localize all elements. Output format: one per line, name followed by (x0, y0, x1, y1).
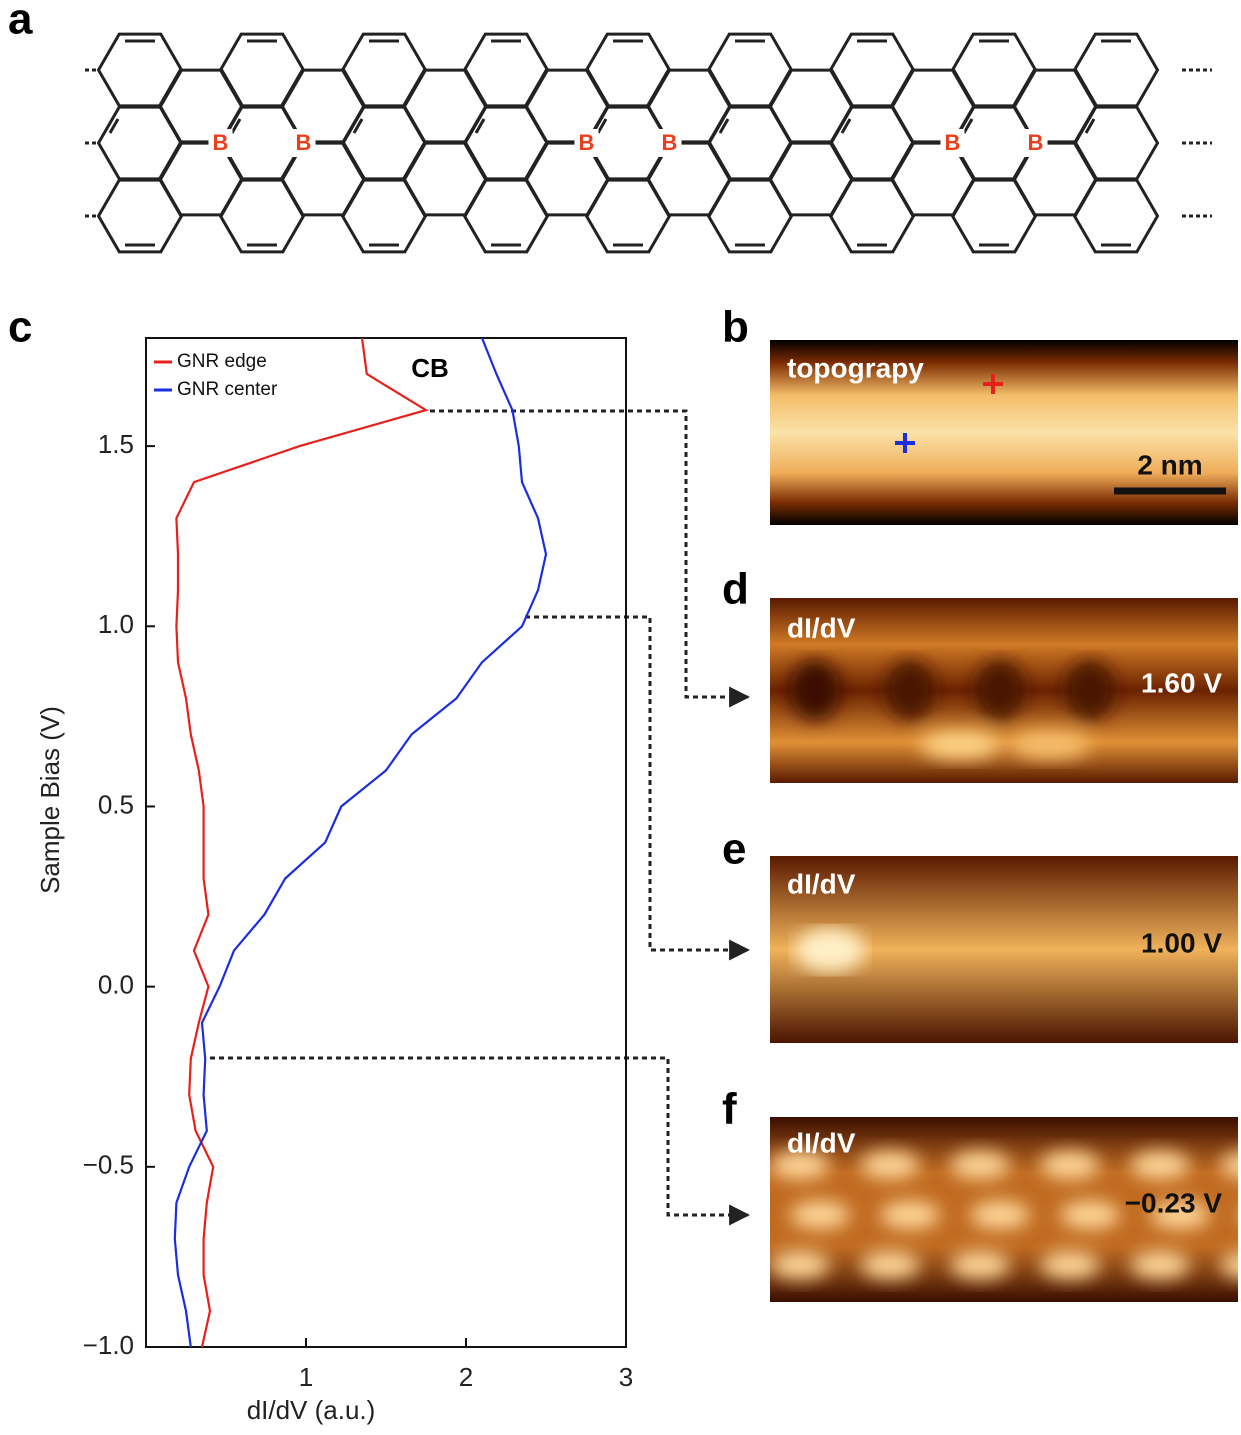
blob (1130, 1151, 1190, 1179)
blob (1150, 1201, 1210, 1229)
stm-image: dI/dV 1.00 V (770, 856, 1238, 1043)
atom-label: B (945, 130, 961, 155)
stm-image: topograpy 2 nm (770, 340, 1238, 525)
blob (970, 1201, 1030, 1229)
blob (1060, 1201, 1120, 1229)
blob (950, 1151, 1010, 1179)
data-line (173, 337, 548, 1348)
image-label: topograpy (787, 352, 924, 383)
y-axis-label: Sample Bias (V) (35, 706, 65, 894)
blob (770, 1151, 830, 1179)
x-tick-label: 1 (299, 1362, 313, 1392)
blob (1130, 1251, 1190, 1279)
atom-bg (1023, 129, 1048, 157)
blob (880, 1201, 940, 1229)
y-tick-label: 0.5 (98, 789, 134, 819)
panel-label: a (8, 0, 33, 44)
atom-bg (208, 129, 233, 157)
blob (1220, 1152, 1238, 1178)
annotation: CB (411, 353, 449, 383)
x-axis-label: dI/dV (a.u.) (247, 1395, 376, 1425)
blob (1040, 1251, 1100, 1279)
x-tick-label: 3 (619, 1362, 633, 1392)
stm-image: dI/dV −0.23 V (770, 1117, 1238, 1302)
atom-label: B (662, 130, 678, 155)
blob (860, 1151, 920, 1179)
x-tick-label: 2 (459, 1362, 473, 1392)
plot-area: −1.0 −0.5 0.0 0.5 1.0 1.5 1 2 3 dI/dV (a.u.) Sampl… (35, 337, 633, 1425)
panel-label: e (722, 825, 746, 874)
atom-bg (940, 129, 965, 157)
stm-image: dI/dV 1.60 V (770, 598, 1238, 783)
atom-bg (657, 129, 682, 157)
bias-label: 1.60 V (1141, 667, 1222, 698)
blob (790, 1201, 850, 1229)
legend-label: GNR center (177, 379, 278, 400)
blob (1220, 1252, 1238, 1278)
panel-label: f (722, 1085, 737, 1134)
y-tick-label: −1.0 (83, 1330, 134, 1360)
blob (770, 1251, 830, 1279)
legend-label: GNR edge (177, 351, 267, 372)
bonds (96, 32, 1160, 254)
y-tick-label: 1.0 (98, 609, 134, 639)
connectors (210, 409, 751, 1226)
double-bonds (108, 39, 1131, 247)
panel-label: b (722, 303, 749, 352)
blob (860, 1251, 920, 1279)
blob (950, 1251, 1010, 1279)
atom-label: B (579, 130, 595, 155)
atom-label: B (296, 130, 312, 155)
image-label: dI/dV (787, 868, 856, 899)
image-label: dI/dV (787, 612, 856, 643)
atom-label: B (1028, 130, 1044, 155)
bias-label: −0.23 V (1125, 1187, 1223, 1218)
y-tick-label: −0.5 (83, 1150, 134, 1180)
bias-label: 1.00 V (1141, 927, 1222, 958)
panel-label: c (8, 303, 32, 352)
atom-bg (574, 129, 599, 157)
plot-frame (145, 337, 627, 1348)
atom-bg (291, 129, 316, 157)
image-label: dI/dV (787, 1127, 856, 1158)
atom-label: B (213, 130, 229, 155)
y-tick-label: 0.0 (98, 970, 134, 1000)
y-tick-label: 1.5 (98, 429, 134, 459)
data-line (175, 337, 429, 1348)
scale-bar-label: 2 nm (1137, 449, 1202, 480)
blob (1040, 1151, 1100, 1179)
panel-label: d (722, 565, 749, 614)
